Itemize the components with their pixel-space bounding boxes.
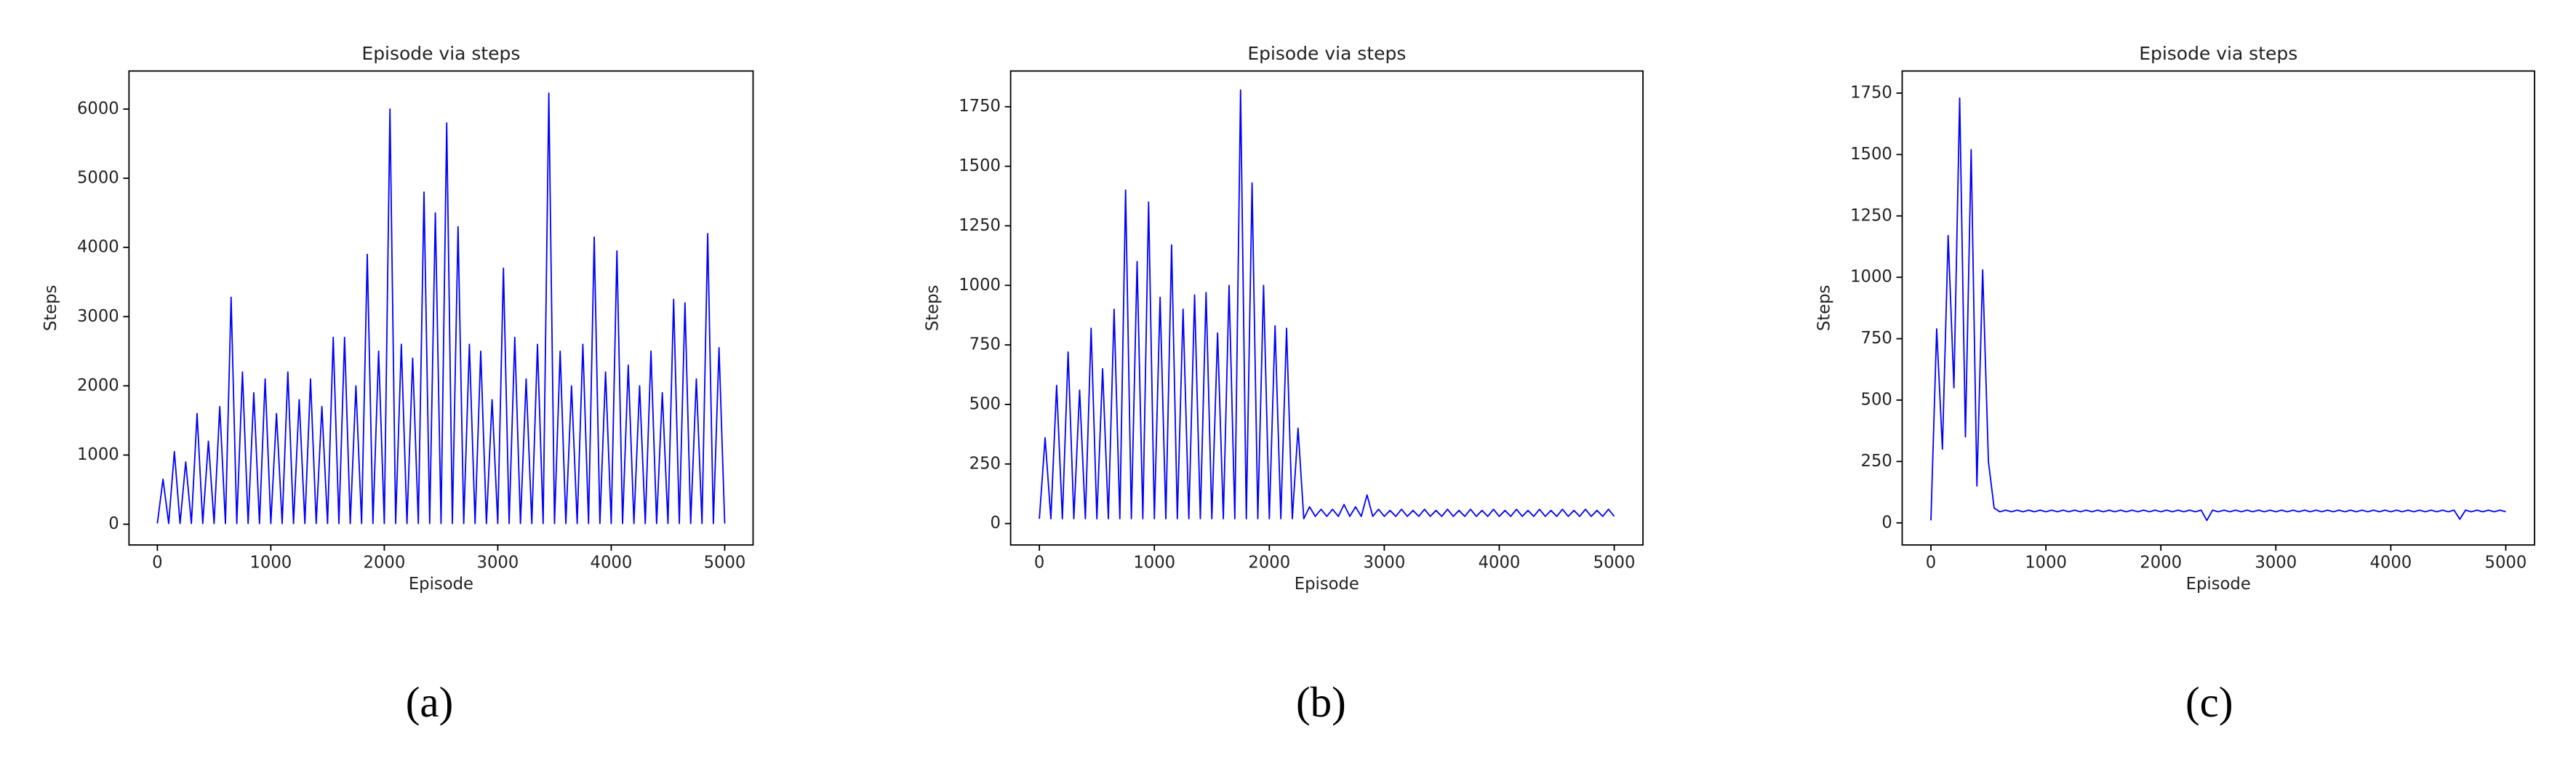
panel-label: (a): [406, 678, 454, 726]
x-tick-label: 4000: [2369, 554, 2412, 573]
data-line: [1039, 89, 1615, 520]
y-tick-label: 3000: [77, 307, 119, 326]
y-tick-label: 4000: [77, 238, 119, 257]
data-line: [1930, 97, 2506, 522]
x-tick-label: 5000: [2485, 554, 2527, 573]
y-tick-label: 0: [108, 514, 119, 533]
y-tick-label: 1500: [1850, 145, 1892, 164]
y-tick-label: 5000: [77, 169, 119, 188]
x-tick-label: 1000: [250, 554, 292, 573]
y-tick-label: 500: [1861, 390, 1892, 409]
y-tick-label: 1750: [1850, 83, 1892, 102]
y-tick-label: 250: [1861, 452, 1892, 471]
x-axis-label: Episode: [2186, 575, 2251, 594]
x-tick-label: 2000: [364, 554, 406, 573]
panel-label: (b): [1296, 678, 1346, 726]
data-line: [156, 92, 726, 524]
y-tick-label: 1000: [959, 276, 1001, 295]
x-tick-label: 3000: [2255, 554, 2297, 573]
y-tick-label: 0: [1881, 513, 1892, 532]
panel-label: (c): [2185, 678, 2233, 726]
x-axis-label: Episode: [1295, 575, 1359, 594]
x-tick-label: 0: [152, 554, 162, 573]
x-tick-label: 4000: [1479, 554, 1521, 573]
x-tick-label: 1000: [2025, 554, 2067, 573]
x-tick-label: 5000: [1593, 554, 1636, 573]
plot-area: [128, 70, 754, 546]
y-axis-label: Steps: [41, 285, 60, 331]
y-tick-label: 500: [969, 394, 1001, 413]
y-axis-label: Steps: [1815, 285, 1833, 331]
y-tick-label: 1250: [959, 216, 1001, 235]
y-tick-label: 1000: [1850, 268, 1892, 287]
x-tick-label: 0: [1926, 554, 1936, 573]
x-tick-label: 1000: [1133, 554, 1175, 573]
x-tick-label: 2000: [2140, 554, 2182, 573]
x-tick-label: 3000: [477, 554, 519, 573]
y-axis-label: Steps: [923, 285, 942, 331]
x-tick-label: 3000: [1364, 554, 1406, 573]
x-tick-label: 2000: [1248, 554, 1290, 573]
x-tick-label: 0: [1034, 554, 1044, 573]
y-tick-label: 1500: [959, 156, 1001, 175]
x-tick-label: 5000: [704, 554, 746, 573]
y-tick-label: 1750: [959, 97, 1001, 116]
y-tick-label: 6000: [77, 99, 119, 118]
chart-title: Episode via steps: [361, 43, 520, 64]
y-tick-label: 1000: [77, 445, 119, 464]
y-tick-label: 750: [1861, 329, 1892, 348]
x-axis-label: Episode: [409, 575, 473, 594]
plot-area: [1901, 70, 2535, 546]
chart-title: Episode via steps: [2139, 43, 2297, 64]
plot-area: [1009, 70, 1644, 546]
y-tick-label: 0: [991, 514, 1001, 532]
chart-title: Episode via steps: [1247, 43, 1406, 64]
x-tick-label: 4000: [591, 554, 633, 573]
y-tick-label: 750: [969, 335, 1001, 354]
y-tick-label: 1250: [1850, 206, 1892, 225]
y-tick-label: 250: [969, 454, 1001, 473]
y-tick-label: 2000: [77, 376, 119, 395]
